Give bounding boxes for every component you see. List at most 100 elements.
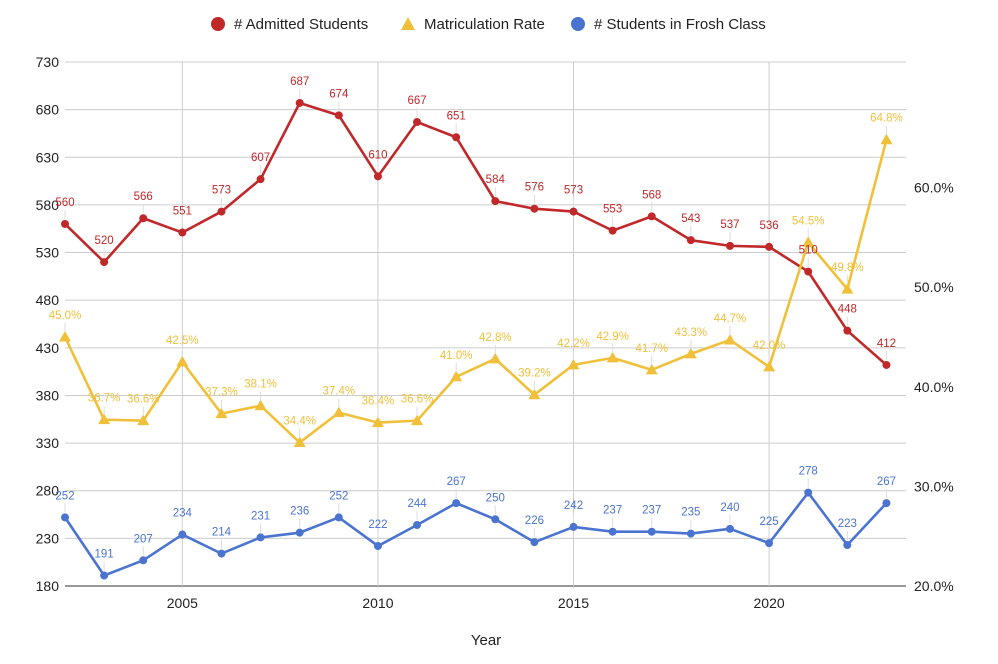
legend-item-1[interactable]: Matriculation Rate <box>401 16 545 33</box>
data-point <box>763 360 776 372</box>
data-point <box>843 326 852 335</box>
left-tick-label: 680 <box>36 102 60 118</box>
x-tick-label: 2015 <box>558 595 589 611</box>
legend-item-0[interactable]: # Admitted Students <box>211 16 368 33</box>
data-point <box>413 118 422 127</box>
data-label: 64.8% <box>870 113 903 125</box>
data-label: 42.8% <box>479 332 512 344</box>
data-label: 543 <box>681 213 700 225</box>
series-line <box>63 139 888 444</box>
data-label: 573 <box>212 185 231 197</box>
data-point <box>293 436 306 448</box>
data-label: 39.2% <box>518 368 551 380</box>
series-line <box>63 491 888 577</box>
data-label: 45.0% <box>49 310 82 322</box>
data-point <box>217 549 226 558</box>
right-y-axis: 20.0% 30.0% 40.0% 50.0% 60.0% <box>914 180 954 594</box>
left-tick-label: 430 <box>36 340 60 356</box>
data-point <box>98 413 111 425</box>
data-label: 267 <box>877 476 896 488</box>
data-label: 568 <box>642 189 661 201</box>
left-y-axis: 180 230 280 330 380 430 480 530 580 630 680 730 <box>36 54 60 594</box>
right-tick-label: 60.0% <box>914 180 954 196</box>
data-label: 225 <box>759 516 778 528</box>
data-point <box>804 267 813 276</box>
right-tick-label: 30.0% <box>914 478 954 494</box>
data-point <box>569 522 578 531</box>
legend-marker <box>571 17 585 31</box>
data-point <box>882 360 891 369</box>
grid-lines <box>65 61 906 587</box>
data-point <box>530 204 539 213</box>
data-label: 42.0% <box>753 340 786 352</box>
data-point <box>256 175 265 184</box>
data-label: 34.4% <box>283 416 316 428</box>
legend-marker <box>211 17 225 31</box>
data-point <box>530 538 539 547</box>
data-point <box>178 228 187 237</box>
data-point <box>725 524 734 533</box>
data-point <box>176 355 189 367</box>
data-point <box>411 414 424 426</box>
left-tick-label: 580 <box>36 197 60 213</box>
left-tick-label: 730 <box>36 54 60 70</box>
data-point <box>334 111 343 120</box>
data-point <box>608 527 617 536</box>
data-label: 222 <box>368 519 387 531</box>
series-layer <box>59 98 893 580</box>
data-label: 37.4% <box>323 386 356 398</box>
data-label: 520 <box>95 235 114 247</box>
data-label: 576 <box>525 182 544 194</box>
data-label: 667 <box>407 95 426 107</box>
data-point <box>371 416 384 428</box>
data-label: 536 <box>759 220 778 232</box>
data-label: 610 <box>368 149 387 161</box>
data-label: 244 <box>407 498 427 510</box>
data-label: 267 <box>447 476 466 488</box>
data-point <box>880 133 893 145</box>
left-tick-label: 280 <box>36 483 60 499</box>
left-tick-label: 330 <box>36 435 60 451</box>
left-tick-label: 630 <box>36 149 60 165</box>
data-label: 250 <box>486 492 505 504</box>
legend-label: # Students in Frosh Class <box>594 16 766 33</box>
data-point <box>882 499 891 508</box>
data-point <box>528 388 541 400</box>
right-tick-label: 20.0% <box>914 578 954 594</box>
data-label: 607 <box>251 152 270 164</box>
legend-item-2[interactable]: # Students in Frosh Class <box>571 16 766 33</box>
data-point <box>567 358 580 370</box>
data-point <box>645 363 658 375</box>
data-label: 191 <box>95 549 114 561</box>
data-label: 42.9% <box>596 331 629 343</box>
data-point <box>647 527 656 536</box>
x-axis-title: Year <box>471 632 501 649</box>
data-label: 226 <box>525 515 544 527</box>
data-point <box>452 133 461 142</box>
legend-label: # Admitted Students <box>234 16 368 33</box>
data-label: 42.5% <box>166 335 199 347</box>
data-point <box>137 414 150 426</box>
legend[interactable]: # Admitted Students Matriculation Rate # S… <box>211 16 766 33</box>
data-label: 207 <box>134 533 153 545</box>
left-tick-label: 180 <box>36 578 60 594</box>
data-point <box>217 207 226 216</box>
data-point <box>139 214 148 223</box>
left-tick-label: 480 <box>36 292 60 308</box>
data-point <box>606 351 619 363</box>
x-axis: 2005 2010 2015 2020 <box>167 595 785 611</box>
data-point <box>332 406 345 418</box>
data-point <box>100 571 109 580</box>
data-point <box>59 330 71 342</box>
data-label: 42.2% <box>557 338 590 350</box>
data-point <box>804 488 813 497</box>
legend-label: Matriculation Rate <box>424 16 545 33</box>
data-point <box>373 172 382 181</box>
data-label: 237 <box>603 505 622 517</box>
data-label: 551 <box>173 206 192 218</box>
series-0 <box>61 98 891 369</box>
data-label: 553 <box>603 204 622 216</box>
data-point <box>491 515 500 524</box>
data-label: 223 <box>838 518 857 530</box>
data-label: 49.8% <box>831 262 864 274</box>
